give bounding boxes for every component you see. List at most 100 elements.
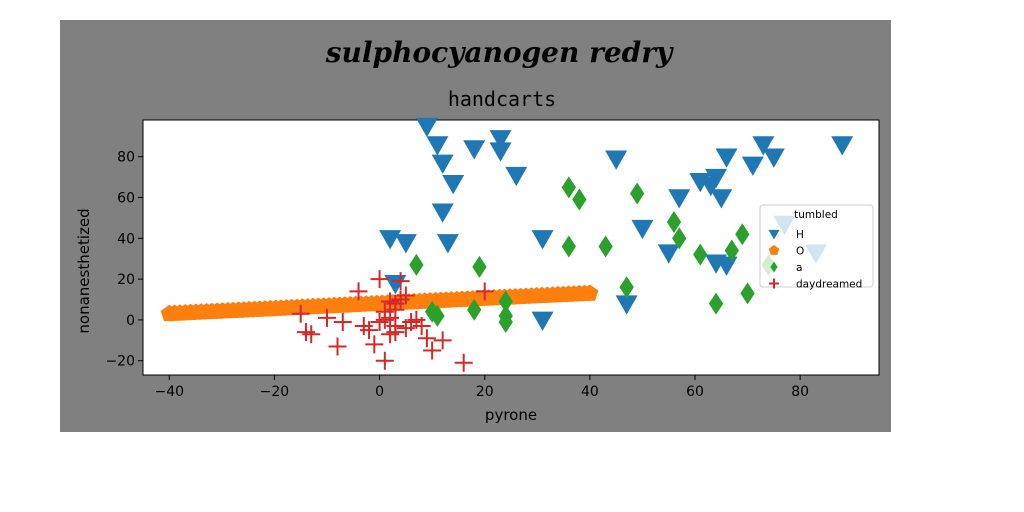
y-tick-label: 0 <box>126 313 135 329</box>
point-H <box>415 117 438 138</box>
point-daydreamed <box>391 272 410 291</box>
series-daydreamed <box>291 270 494 372</box>
point-H <box>715 256 738 276</box>
point-H <box>605 150 628 170</box>
legend-label-a: a <box>796 262 802 274</box>
legend-marker-O <box>768 245 780 255</box>
point-H <box>752 136 775 156</box>
point-a <box>666 211 682 233</box>
series-H <box>379 117 854 331</box>
point-H <box>710 189 733 209</box>
legend-label-H: H <box>796 229 804 241</box>
point-H <box>615 295 638 315</box>
point-a <box>572 188 587 211</box>
x-tick-label: 40 <box>581 384 599 400</box>
y-tick-label: 40 <box>117 231 135 247</box>
point-a <box>409 253 424 276</box>
legend-label-O: O <box>796 246 804 258</box>
x-axis-label: pyrone <box>485 406 537 424</box>
point-a <box>735 223 750 246</box>
point-H <box>741 156 764 176</box>
point-H <box>426 136 449 156</box>
point-daydreamed <box>349 282 368 301</box>
point-H <box>505 166 528 187</box>
point-daydreamed <box>417 329 436 348</box>
x-tick-label: 0 <box>375 384 384 400</box>
y-tick-label: 80 <box>117 150 135 166</box>
chart-suptitle: sulphocyanogen redry <box>325 36 674 69</box>
x-tick-label: 80 <box>791 384 809 400</box>
point-H <box>705 168 728 189</box>
point-O <box>581 284 599 301</box>
legend: tumbled HOa daydreamed <box>759 204 874 291</box>
point-a <box>498 310 513 333</box>
legend-box <box>759 204 874 288</box>
y-axis-label: nonanesthetized <box>75 208 93 333</box>
point-a <box>672 227 687 250</box>
point-H <box>489 130 512 150</box>
point-a <box>598 235 613 258</box>
point-daydreamed <box>386 323 405 342</box>
point-a <box>693 243 708 266</box>
point-H <box>831 136 854 156</box>
data-marks <box>160 117 854 372</box>
point-daydreamed <box>433 331 452 350</box>
x-tick-label: −20 <box>260 384 290 400</box>
point-H <box>657 244 680 264</box>
point-H <box>715 148 738 168</box>
point-daydreamed <box>318 308 336 327</box>
point-a <box>724 239 739 262</box>
legend-marker-a <box>770 261 778 273</box>
y-tick-label: 20 <box>117 272 135 288</box>
point-H <box>762 148 785 168</box>
figure: sulphocyanogen redry handcarts −40 −20 0 20… <box>60 20 891 432</box>
series-a <box>409 176 776 333</box>
point-daydreamed <box>333 312 352 331</box>
point-daydreamed <box>423 341 442 360</box>
point-a <box>467 298 482 321</box>
point-a <box>740 282 755 305</box>
point-a <box>561 176 576 199</box>
legend-marker-daydreamed <box>769 278 779 289</box>
point-daydreamed <box>360 321 379 340</box>
point-daydreamed <box>328 337 347 356</box>
point-H <box>431 203 454 223</box>
point-daydreamed <box>375 351 394 370</box>
point-daydreamed <box>365 335 384 354</box>
point-a <box>708 292 724 315</box>
legend-title: tumbled <box>794 209 838 221</box>
point-a <box>498 290 513 313</box>
point-H <box>531 230 554 250</box>
point-H <box>668 189 691 209</box>
point-daydreamed <box>475 282 494 301</box>
point-H <box>631 219 654 240</box>
point-H <box>394 234 417 254</box>
point-a <box>430 304 445 327</box>
legend-marker-H <box>768 229 780 240</box>
x-tick-label: 60 <box>686 384 704 400</box>
point-H <box>489 142 512 162</box>
x-axis-ticks: −40 −20 0 20 40 60 80 <box>155 375 809 400</box>
point-H <box>442 174 465 195</box>
point-daydreamed <box>291 304 310 323</box>
point-daydreamed <box>412 317 431 336</box>
x-tick-label: 20 <box>476 384 494 400</box>
point-H <box>436 234 459 254</box>
y-tick-label: 60 <box>117 191 135 207</box>
point-a <box>561 235 576 258</box>
point-daydreamed <box>386 300 405 319</box>
point-daydreamed <box>454 353 473 372</box>
point-H <box>463 140 486 160</box>
chart-title: handcarts <box>448 87 556 111</box>
legend-label-daydreamed: daydreamed <box>796 279 862 291</box>
x-tick-label: −40 <box>155 384 185 400</box>
point-H <box>531 311 554 331</box>
point-daydreamed <box>370 270 389 289</box>
point-daydreamed <box>396 286 415 305</box>
point-a <box>619 276 634 299</box>
point-daydreamed <box>302 325 321 344</box>
point-a <box>630 182 645 205</box>
y-axis-ticks: −20 0 20 40 60 80 <box>105 150 143 370</box>
scatter-chart: sulphocyanogen redry handcarts −40 −20 0 20… <box>75 36 880 424</box>
point-H <box>431 154 454 174</box>
